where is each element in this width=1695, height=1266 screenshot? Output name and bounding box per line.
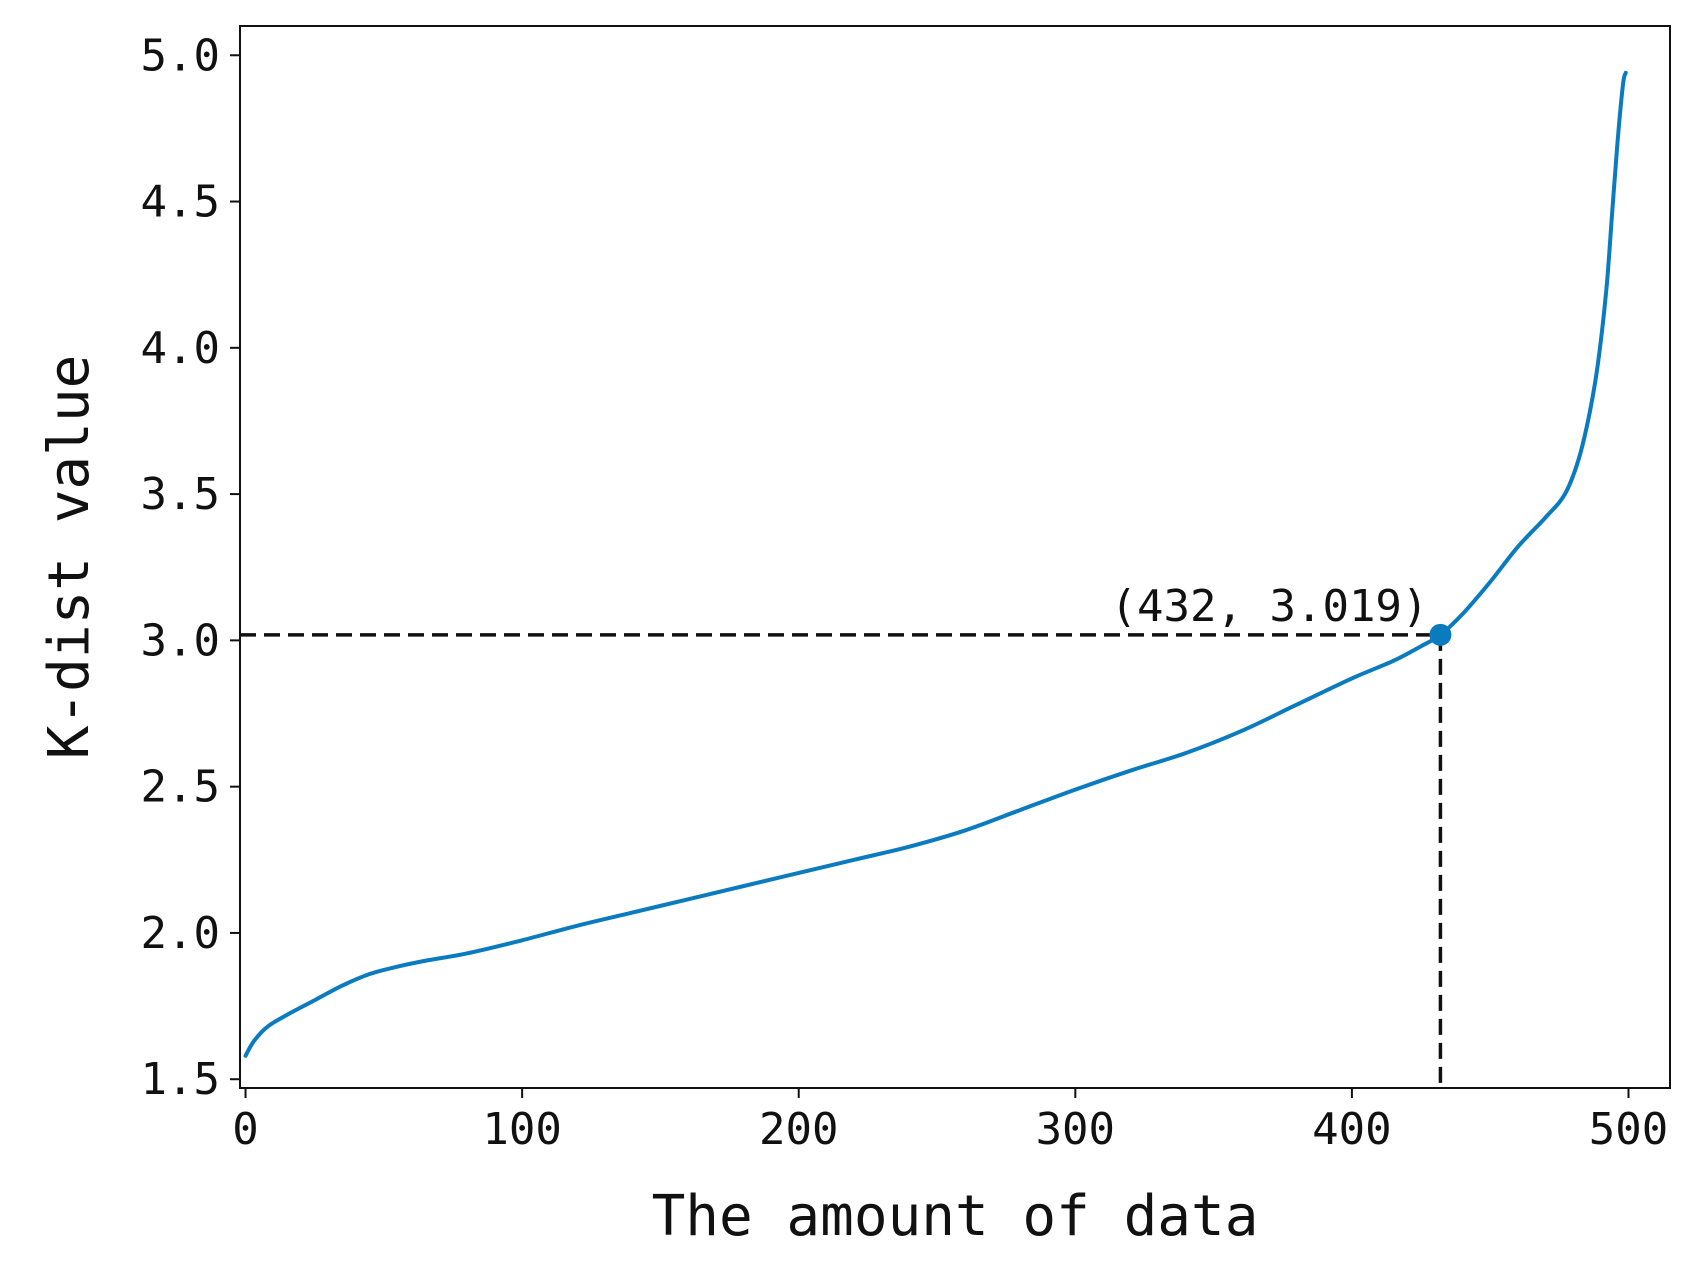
y-tick-label: 4.5	[141, 177, 220, 228]
annotation-marker	[1429, 623, 1452, 646]
annotation-marker-layer	[1429, 623, 1452, 646]
annotation-label: (432, 3.019)	[1111, 581, 1429, 632]
x-tick-label: 200	[759, 1104, 838, 1155]
x-tick-label: 300	[1036, 1104, 1115, 1155]
x-axis-label: The amount of data	[652, 1184, 1259, 1249]
plot-area-border	[239, 25, 1671, 1089]
x-tick-label: 500	[1589, 1104, 1668, 1155]
y-tick-label: 3.5	[141, 469, 220, 520]
annotation-guides	[240, 633, 1443, 1088]
y-tick-label: 2.5	[141, 762, 220, 813]
series-layer	[243, 70, 1628, 1058]
x-tick-label: 400	[1312, 1104, 1391, 1155]
y-axis-label: K-dist value	[37, 355, 102, 760]
y-tick-label: 5.0	[141, 30, 220, 81]
y-tick-label: 2.0	[141, 908, 220, 959]
y-tick-label: 1.5	[141, 1054, 220, 1105]
x-tick-label: 0	[232, 1104, 259, 1155]
series-line-0	[243, 70, 1628, 1058]
plot-frame	[239, 25, 1671, 1089]
y-tick-label: 4.0	[141, 323, 220, 374]
x-tick-label: 100	[482, 1104, 561, 1155]
y-axis-ticks: 1.5 2.0 2.5 3.0 3.5 4.0 4.5 5.0	[141, 30, 240, 1105]
x-axis-ticks: 0 100 200 300 400 500	[232, 1088, 1668, 1155]
y-tick-label: 3.0	[141, 615, 220, 666]
